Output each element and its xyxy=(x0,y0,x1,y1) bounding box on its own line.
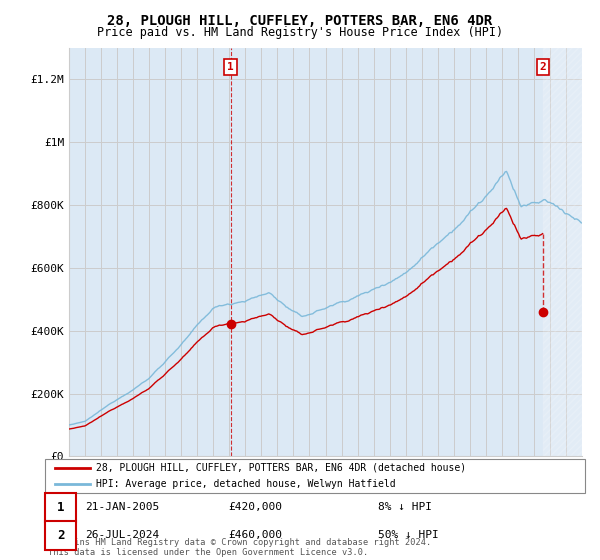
Text: HPI: Average price, detached house, Welwyn Hatfield: HPI: Average price, detached house, Welw… xyxy=(96,479,395,489)
Text: 1: 1 xyxy=(227,62,234,72)
Text: 2: 2 xyxy=(57,529,64,542)
Text: 1: 1 xyxy=(57,501,64,514)
Text: 21-JAN-2005: 21-JAN-2005 xyxy=(85,502,160,512)
Text: Contains HM Land Registry data © Crown copyright and database right 2024.
This d: Contains HM Land Registry data © Crown c… xyxy=(48,538,431,557)
Bar xyxy=(543,48,582,456)
Text: £420,000: £420,000 xyxy=(228,502,282,512)
Text: 2: 2 xyxy=(540,62,547,72)
Text: Price paid vs. HM Land Registry's House Price Index (HPI): Price paid vs. HM Land Registry's House … xyxy=(97,26,503,39)
Text: £460,000: £460,000 xyxy=(228,530,282,540)
Text: 50% ↓ HPI: 50% ↓ HPI xyxy=(378,530,439,540)
Text: 28, PLOUGH HILL, CUFFLEY, POTTERS BAR, EN6 4DR: 28, PLOUGH HILL, CUFFLEY, POTTERS BAR, E… xyxy=(107,14,493,28)
Text: 8% ↓ HPI: 8% ↓ HPI xyxy=(378,502,432,512)
Text: 26-JUL-2024: 26-JUL-2024 xyxy=(85,530,160,540)
Text: 28, PLOUGH HILL, CUFFLEY, POTTERS BAR, EN6 4DR (detached house): 28, PLOUGH HILL, CUFFLEY, POTTERS BAR, E… xyxy=(96,463,466,473)
